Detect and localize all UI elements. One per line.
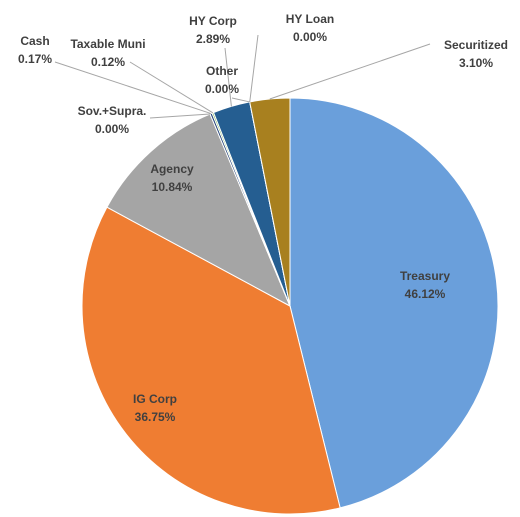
pie-slice bbox=[81, 206, 341, 515]
leader-line bbox=[149, 113, 211, 119]
slice-value-label: 46.12% bbox=[405, 287, 446, 301]
pie-slice bbox=[289, 97, 499, 509]
leader-line bbox=[54, 61, 212, 115]
slice-value-label: 0.00% bbox=[205, 82, 239, 96]
leader-line bbox=[269, 43, 431, 100]
slice-value-label: 0.00% bbox=[95, 122, 129, 136]
pie-slice bbox=[106, 113, 292, 308]
leader-line bbox=[129, 61, 214, 114]
slice-value-label: 0.00% bbox=[293, 30, 327, 44]
slice-label: HY Loan bbox=[286, 12, 334, 26]
slice-label: Other bbox=[206, 64, 238, 78]
leader-line bbox=[231, 97, 250, 103]
slice-label: Taxable Muni bbox=[70, 37, 145, 51]
slice-value-label: 2.89% bbox=[196, 32, 230, 46]
slice-label: Sov.+Supra. bbox=[78, 104, 147, 118]
slice-label: Securitized bbox=[444, 38, 508, 52]
slice-label: Treasury bbox=[400, 269, 450, 283]
slice-value-label: 0.12% bbox=[91, 55, 125, 69]
leader-line bbox=[224, 47, 232, 107]
leader-line bbox=[249, 34, 259, 102]
slice-label: Agency bbox=[150, 162, 194, 176]
slice-value-label: 0.17% bbox=[18, 52, 52, 66]
slice-value-label: 3.10% bbox=[459, 56, 493, 70]
slice-label: IG Corp bbox=[133, 392, 177, 406]
slice-value-label: 36.75% bbox=[135, 410, 176, 424]
slice-label: HY Corp bbox=[189, 14, 237, 28]
slice-value-label: 10.84% bbox=[152, 180, 193, 194]
slice-label: Cash bbox=[20, 34, 49, 48]
